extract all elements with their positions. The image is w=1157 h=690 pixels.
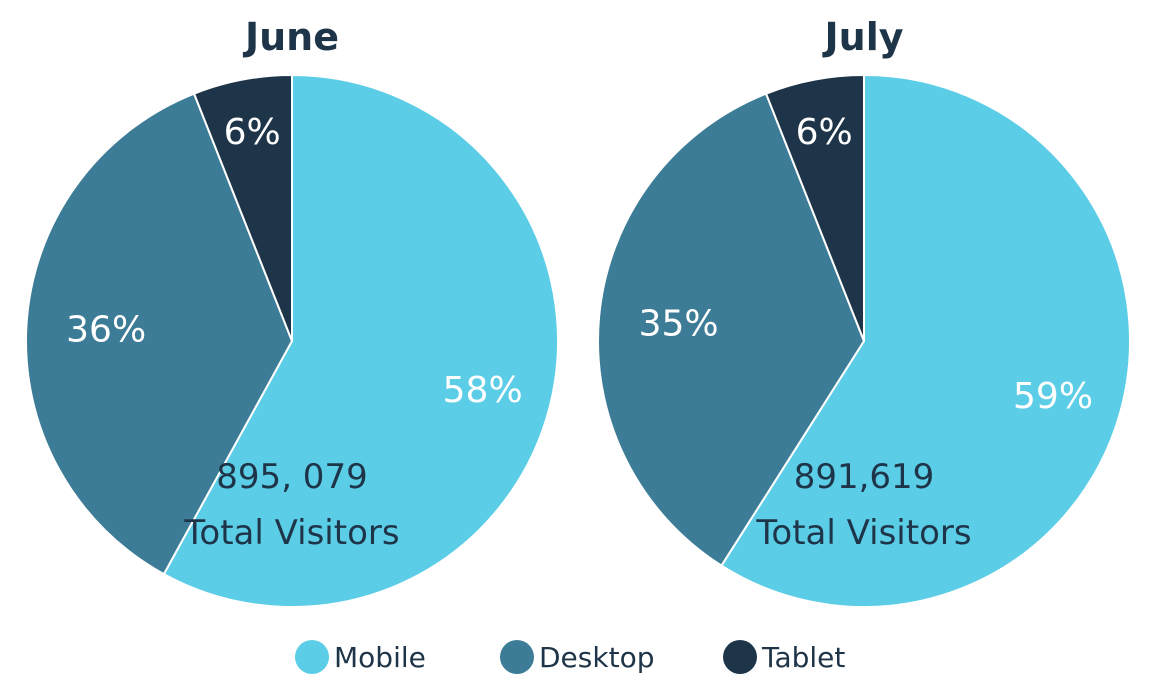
- legend-label-mobile: Mobile: [334, 641, 426, 674]
- legend-swatch-mobile: [295, 640, 329, 674]
- june-label-desktop: 36%: [66, 309, 146, 350]
- june-slice-desktop: [25, 92, 294, 576]
- july-label-tablet: 6%: [796, 112, 853, 153]
- july-slice-desktop: [597, 92, 866, 567]
- legend-label-desktop: Desktop: [539, 641, 654, 674]
- july-total-visitors-caption: Total Visitors: [755, 513, 971, 553]
- legend-swatch-tablet: [723, 640, 757, 674]
- june-total-visitors-value: 895, 079: [216, 457, 367, 497]
- legend-item-mobile: Mobile: [295, 640, 426, 674]
- june-total-visitors-caption: Total Visitors: [183, 513, 399, 553]
- legend-item-desktop: Desktop: [500, 640, 654, 674]
- june-chart-title: June: [242, 15, 339, 59]
- june-pie-chart: June 58% 36% 6% 895, 079 Total Visitors: [25, 15, 559, 608]
- chart-legend: Mobile Desktop Tablet: [295, 640, 845, 674]
- legend-item-tablet: Tablet: [723, 640, 845, 674]
- legend-label-tablet: Tablet: [761, 641, 845, 674]
- june-label-mobile: 58%: [443, 370, 523, 411]
- july-total-visitors-value: 891,619: [794, 457, 935, 497]
- june-slice-mobile: [162, 73, 559, 608]
- june-slice-tablet: [192, 73, 293, 342]
- july-chart-title: July: [822, 15, 904, 59]
- june-label-tablet: 6%: [224, 112, 281, 153]
- july-slice-tablet: [764, 73, 865, 342]
- july-label-desktop: 35%: [639, 303, 719, 344]
- july-slice-mobile: [720, 73, 1131, 608]
- july-pie-chart: July 59% 35% 6% 891,619 Total Visitors: [597, 15, 1131, 608]
- legend-swatch-desktop: [500, 640, 534, 674]
- july-label-mobile: 59%: [1013, 376, 1093, 417]
